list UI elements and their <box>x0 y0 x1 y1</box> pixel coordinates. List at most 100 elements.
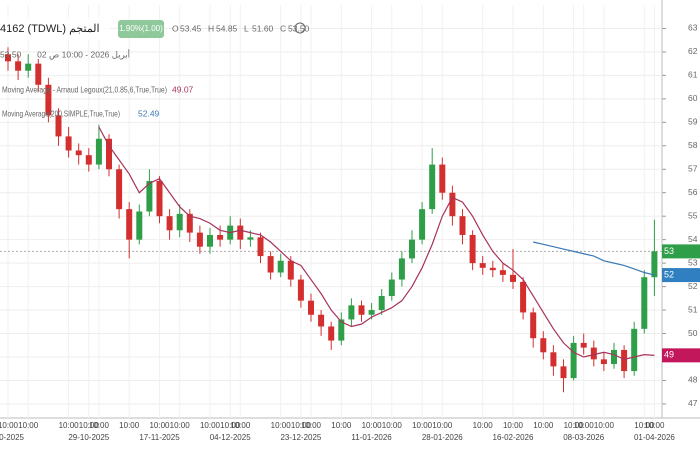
candle-body <box>75 150 82 156</box>
candle-body <box>348 305 355 320</box>
candle-body <box>499 270 506 275</box>
candle-body <box>65 136 72 151</box>
y-tick-label: 53 <box>688 257 698 267</box>
candle-body <box>489 267 496 271</box>
candle-body <box>378 295 385 311</box>
x-time-label: 10:00 <box>18 421 39 430</box>
header-bg <box>0 18 110 40</box>
candle-body <box>186 213 193 233</box>
candle-body <box>580 342 587 348</box>
x-time-label: 10:00 <box>412 421 433 430</box>
ohlc-key: O <box>172 23 179 33</box>
y-tick-label: 56 <box>688 187 698 197</box>
candle-body <box>146 180 153 212</box>
ohlc-key: H <box>208 23 214 33</box>
candle-body <box>621 349 628 372</box>
x-date-label: 11-01-2026 <box>351 433 392 442</box>
y-tick-label: 60 <box>688 93 698 103</box>
x-time-label: 10:00 <box>362 421 383 430</box>
candle-body <box>439 164 446 193</box>
candle-body <box>600 359 607 365</box>
y-tick-label: 50 <box>688 328 698 338</box>
x-time-label: 10:00 <box>301 421 322 430</box>
x-time-label: 10:00 <box>170 421 191 430</box>
candle-body <box>358 305 365 315</box>
candle-body <box>207 234 213 247</box>
x-time-label: 10:00 <box>59 421 80 430</box>
candle-body <box>196 232 203 247</box>
candle-body <box>520 281 527 313</box>
candle-body <box>257 237 264 257</box>
legend-value: 49.07 <box>172 84 194 94</box>
y-tick-label: 51 <box>688 304 698 314</box>
candle-body <box>237 225 244 240</box>
y-tick-label: 55 <box>688 210 698 220</box>
price-tag <box>662 268 700 283</box>
price-tag-label: 53 <box>664 246 674 256</box>
candle-body <box>409 239 415 259</box>
ohlc-value: 53.45 <box>180 23 202 33</box>
x-time-label: 10:00 <box>220 421 241 430</box>
candle-body <box>217 234 224 240</box>
x-time-label: 10:00 <box>0 421 19 430</box>
x-time-label: 10:00 <box>382 421 403 430</box>
x-time-label: 10:00 <box>291 421 312 430</box>
candle-body <box>530 312 537 339</box>
candle-body <box>15 61 22 71</box>
x-time-label: 10:00 <box>200 421 221 430</box>
candle-body <box>45 84 52 116</box>
header: 4162 (TDWL) المتجم 1.90%(1.00) 53.50 أبر… <box>0 18 700 363</box>
y-tick-label: 58 <box>688 140 698 150</box>
candle-body <box>388 279 395 296</box>
candle-body <box>590 347 597 360</box>
datetime: أبريل 2026 - 10:00 ص 02 <box>37 47 130 60</box>
candle-body <box>510 274 516 282</box>
candle-body <box>570 342 577 379</box>
candle-body <box>338 319 345 341</box>
x-time-label: 10:00 <box>564 421 585 430</box>
candle-body <box>459 216 466 235</box>
symbol: 4162 (TDWL) المتجم <box>0 23 100 35</box>
y-tick-label: 52 <box>688 281 698 291</box>
candle-body <box>449 192 456 217</box>
candle-body <box>116 169 123 210</box>
settings-icon[interactable] <box>294 22 306 34</box>
y-tick-label: 48 <box>688 375 698 385</box>
change-badge <box>118 20 164 38</box>
candle-body <box>277 260 284 273</box>
x-time-label: 10:00 <box>533 421 554 430</box>
x-date-label: 17-11-2025 <box>139 433 180 442</box>
candle-body <box>429 164 436 210</box>
ma-line <box>98 126 655 360</box>
x-time-label: 10:00 <box>230 421 251 430</box>
candle-body <box>136 211 143 240</box>
x-time-label: 10:00 <box>644 421 665 430</box>
candle-body <box>398 258 405 280</box>
y-tick-label: 61 <box>688 70 698 80</box>
candle-body <box>156 180 163 217</box>
x-date-label: 16-02-2026 <box>493 433 534 442</box>
x-time-label: 10:00 <box>89 421 110 430</box>
candle-body <box>651 251 658 278</box>
candle-body <box>297 279 304 301</box>
y-tick-label: 57 <box>688 164 698 174</box>
legend-value: 52.49 <box>138 108 160 118</box>
x-date-label: 23-12-2025 <box>280 433 321 442</box>
x-time-label: 10:00 <box>79 421 100 430</box>
candle-body <box>287 260 294 280</box>
x-time-label: 10:00 <box>473 421 494 430</box>
candle-body <box>308 300 314 315</box>
candle-body <box>126 209 133 240</box>
x-time-label: 10:00 <box>574 421 595 430</box>
x-date-label: 29-10-2025 <box>68 433 109 442</box>
candle-body <box>267 256 274 273</box>
price-tag-label: 49 <box>664 350 674 360</box>
candle-body <box>479 263 486 268</box>
y-tick-label: 47 <box>688 398 698 408</box>
candle-body <box>247 237 254 240</box>
price-tag-label: 52 <box>664 269 674 279</box>
candle-body <box>540 338 547 353</box>
x-date-label: 04-12-2025 <box>210 433 251 442</box>
x-time-label: 10:00 <box>503 421 524 430</box>
